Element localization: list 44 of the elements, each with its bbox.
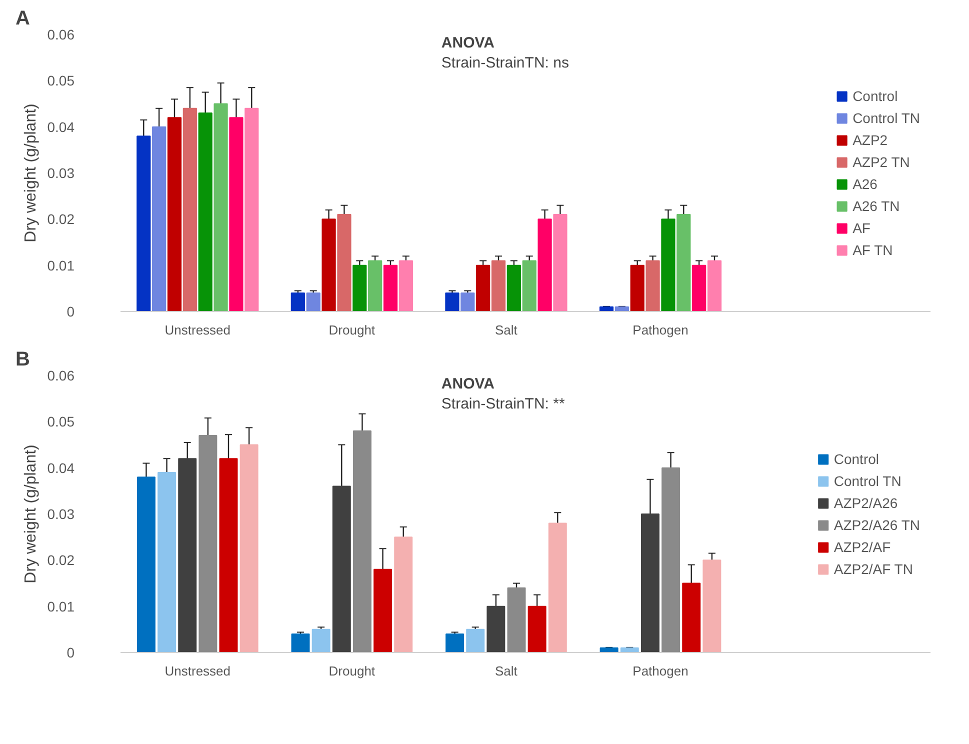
chart-title: ANOVA — [441, 34, 495, 52]
x-tick-label: Drought — [328, 322, 376, 338]
y-tick-label: 0.06 — [47, 368, 75, 384]
y-tick-label: 0.02 — [47, 552, 75, 568]
legend-label: AZP2/AF TN — [834, 560, 913, 576]
y-tick-label: 0.05 — [47, 414, 75, 430]
legend-label: Control — [834, 450, 880, 466]
legend-label: AZP2/A26 — [834, 494, 898, 510]
y-tick-label: 0.01 — [47, 598, 75, 614]
x-tick-label: Pathogen — [632, 664, 688, 678]
y-tick-label: 0.01 — [47, 257, 75, 274]
legend-label: AZP2 TN — [852, 154, 910, 170]
y-tick-label: 0.06 — [47, 26, 75, 42]
x-tick-label: Drought — [328, 664, 376, 678]
legend-label: AF TN — [852, 242, 893, 258]
legend-label: A26 — [852, 176, 878, 192]
y-tick-label: 0 — [66, 304, 75, 320]
y-tick-label: 0.03 — [47, 506, 75, 522]
text: Strain-StrainTN: ** — [441, 396, 565, 412]
x-tick-label: Pathogen — [632, 322, 688, 338]
text: A — [16, 8, 30, 30]
y-tick-label: 0.04 — [47, 460, 75, 476]
legend-label: Control TN — [834, 472, 902, 488]
y-tick-label: 0 — [66, 644, 75, 660]
x-tick-label: Salt — [495, 322, 518, 338]
legend-label: A26 TN — [852, 198, 900, 214]
x-tick-label: Salt — [495, 664, 518, 678]
chart-title: ANOVA — [441, 376, 495, 392]
text: Strain-StrainTN: ns — [441, 54, 569, 72]
y-tick-label: 0.04 — [47, 118, 75, 135]
y-axis-title: Dry weight (g/plant) — [22, 104, 40, 242]
x-tick-label: Unstressed — [164, 322, 231, 338]
legend-label: Control TN — [852, 110, 920, 126]
legend-label: Control — [852, 88, 898, 104]
text: B — [16, 348, 30, 370]
y-tick-label: 0.02 — [47, 211, 75, 228]
x-tick-label: Unstressed — [164, 664, 231, 678]
y-axis-title: Dry weight (g/plant) — [22, 444, 40, 584]
legend-label: AZP2 — [852, 132, 888, 148]
legend-label: AZP2/AF — [834, 538, 891, 554]
legend-label: AF — [852, 220, 872, 236]
legend-label: AZP2/A26 TN — [834, 516, 920, 532]
y-tick-label: 0.05 — [47, 72, 75, 89]
y-tick-label: 0.03 — [47, 165, 75, 181]
